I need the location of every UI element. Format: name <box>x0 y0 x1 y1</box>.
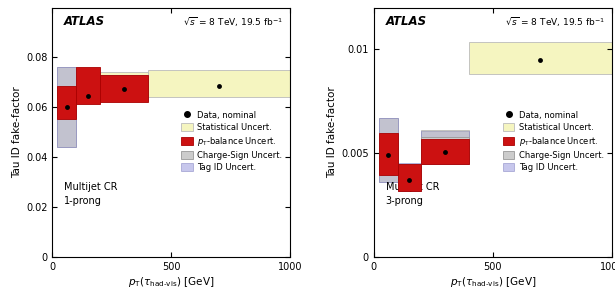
Bar <box>421 132 469 164</box>
Bar <box>76 67 100 104</box>
Bar <box>100 75 148 100</box>
Bar <box>100 75 148 102</box>
Bar <box>148 70 290 98</box>
Bar <box>57 67 76 147</box>
Y-axis label: Tau ID fake-factor: Tau ID fake-factor <box>327 87 337 178</box>
Text: Multijet CR
1-prong: Multijet CR 1-prong <box>64 182 117 206</box>
Bar <box>76 85 100 99</box>
Bar <box>397 164 421 191</box>
Bar <box>57 86 76 119</box>
Bar <box>379 145 397 166</box>
Bar <box>421 130 469 164</box>
Legend: Data, nominal, Statistical Uncert., $p_{\mathrm{T}}$-balance Uncert., Charge-Sig: Data, nominal, Statistical Uncert., $p_{… <box>501 109 605 173</box>
Bar <box>421 137 469 160</box>
Bar <box>76 77 100 102</box>
Bar <box>397 163 421 191</box>
Text: $\sqrt{s}$ = 8 TeV, 19.5 fb$^{-1}$: $\sqrt{s}$ = 8 TeV, 19.5 fb$^{-1}$ <box>505 15 605 29</box>
Bar <box>100 73 148 101</box>
Bar <box>57 67 76 147</box>
Bar <box>76 77 100 100</box>
Text: ATLAS: ATLAS <box>64 15 105 28</box>
Bar <box>397 171 421 185</box>
Legend: Data, nominal, Statistical Uncert., $p_{\mathrm{T}}$-balance Uncert., Charge-Sig: Data, nominal, Statistical Uncert., $p_{… <box>180 109 284 173</box>
Y-axis label: Tau ID fake-factor: Tau ID fake-factor <box>12 87 22 178</box>
Bar <box>421 139 469 164</box>
X-axis label: $p_\mathrm{T}(\tau_\mathrm{had\text{-}vis})$ [GeV]: $p_\mathrm{T}(\tau_\mathrm{had\text{-}vi… <box>128 275 215 289</box>
Bar <box>379 133 397 175</box>
Text: Multijet CR
3-prong: Multijet CR 3-prong <box>386 182 439 206</box>
Bar <box>379 118 397 182</box>
X-axis label: $p_\mathrm{T}(\tau_\mathrm{had\text{-}vis})$ [GeV]: $p_\mathrm{T}(\tau_\mathrm{had\text{-}vi… <box>450 275 536 289</box>
Bar <box>57 88 76 105</box>
Bar <box>379 118 397 182</box>
Bar <box>100 82 148 95</box>
Text: $\sqrt{s}$ = 8 TeV, 19.5 fb$^{-1}$: $\sqrt{s}$ = 8 TeV, 19.5 fb$^{-1}$ <box>183 15 284 29</box>
Bar <box>469 42 612 74</box>
Bar <box>397 164 421 191</box>
Text: ATLAS: ATLAS <box>386 15 427 28</box>
